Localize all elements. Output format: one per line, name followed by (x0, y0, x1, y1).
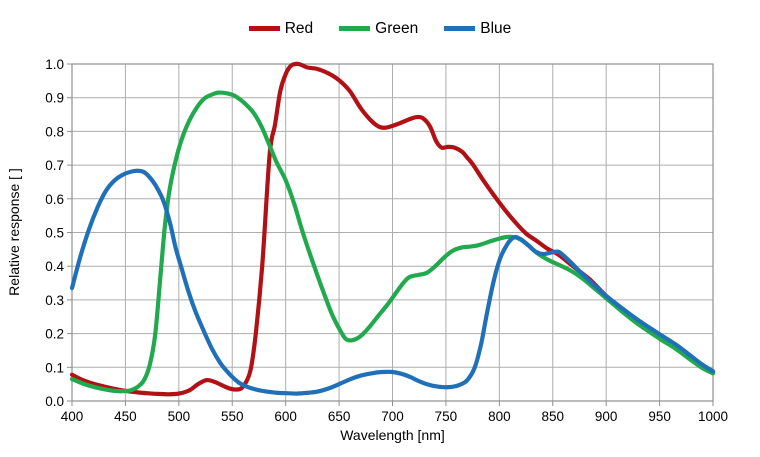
x-tick-label: 750 (435, 409, 458, 424)
x-tick-label: 600 (274, 409, 297, 424)
red-line-swatch-icon (248, 26, 280, 32)
x-tick-label: 550 (221, 409, 244, 424)
y-tick-label: 0.4 (45, 259, 64, 274)
y-axis-title: Relative response [ ] (6, 168, 22, 296)
y-tick-label: 0.1 (45, 360, 64, 375)
x-tick-label: 1000 (698, 409, 728, 424)
chart-legend: Red Green Blue (0, 21, 760, 37)
y-tick-label: 0.2 (45, 327, 64, 342)
y-tick-label: 0.0 (45, 394, 64, 409)
y-tick-label: 0.7 (45, 158, 64, 173)
y-tick-label: 1.0 (45, 57, 64, 72)
x-tick-label: 400 (61, 409, 84, 424)
x-tick-label: 700 (381, 409, 404, 424)
x-tick-label: 900 (595, 409, 618, 424)
x-tick-label: 800 (488, 409, 511, 424)
green-line-swatch-icon (339, 26, 371, 32)
plot-border (71, 63, 714, 402)
x-tick-label: 500 (168, 409, 191, 424)
series-line-red (69, 61, 716, 397)
series-line-blue (69, 168, 716, 396)
y-tick-label: 0.9 (45, 91, 64, 106)
legend-item-red: Red (248, 20, 314, 37)
x-tick-label: 450 (114, 409, 137, 424)
x-tick-label: 650 (328, 409, 351, 424)
legend-label-red: Red (284, 20, 314, 37)
y-tick-label: 0.8 (45, 124, 64, 139)
y-tick-label: 0.3 (45, 293, 64, 308)
legend-item-blue: Blue (444, 21, 511, 37)
legend-label-blue: Blue (480, 20, 512, 37)
y-tick-label: 0.6 (45, 192, 64, 207)
x-axis-title: Wavelength [nm] (340, 427, 445, 443)
x-tick-label: 950 (648, 409, 671, 424)
y-tick-label: 0.5 (45, 226, 64, 241)
legend-item-green: Green (339, 21, 418, 37)
legend-label-green: Green (375, 20, 419, 37)
x-tick-label: 850 (541, 409, 564, 424)
blue-line-swatch-icon (444, 26, 476, 32)
series-line-green (69, 90, 716, 394)
